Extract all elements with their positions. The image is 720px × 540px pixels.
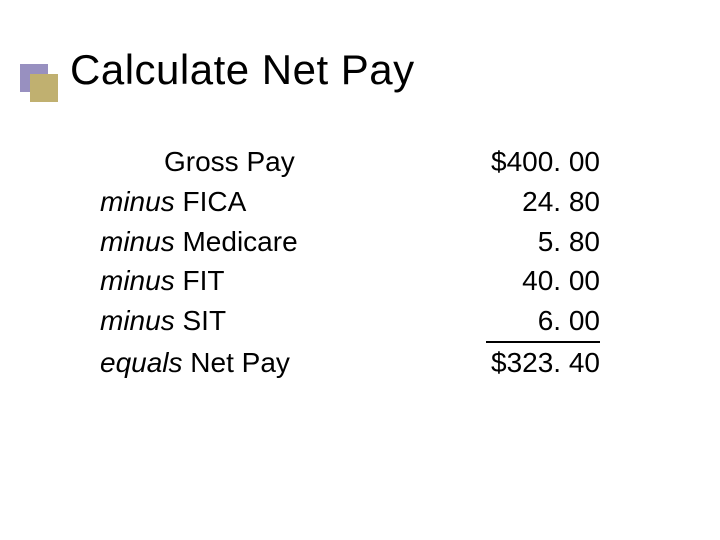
slide-title: Calculate Net Pay: [70, 46, 415, 94]
row-net-pay: equals Net Pay $323. 40: [100, 343, 600, 383]
label-fit: minus FIT: [100, 261, 224, 301]
value-gross-pay: $400. 00: [450, 142, 600, 182]
row-medicare: minus Medicare 5. 80: [100, 222, 600, 262]
row-gross-pay: Gross Pay $400. 00: [100, 142, 600, 182]
row-sit: minus SIT 6. 00: [100, 301, 600, 343]
row-fica: minus FICA 24. 80: [100, 182, 600, 222]
value-fica: 24. 80: [450, 182, 600, 222]
value-fit: 40. 00: [450, 261, 600, 301]
value-net-pay: $323. 40: [450, 343, 600, 383]
value-medicare: 5. 80: [450, 222, 600, 262]
calculation-table: Gross Pay $400. 00 minus FICA 24. 80 min…: [100, 142, 600, 383]
label-sit: minus SIT: [100, 301, 226, 341]
row-fit: minus FIT 40. 00: [100, 261, 600, 301]
slide: { "title": "Calculate Net Pay", "colors"…: [0, 0, 720, 540]
value-sit: 6. 00: [450, 301, 600, 343]
label-fica: minus FICA: [100, 182, 246, 222]
label-gross-pay: Gross Pay: [100, 142, 295, 182]
label-medicare: minus Medicare: [100, 222, 298, 262]
title-bullet-front: [30, 74, 58, 102]
label-net-pay: equals Net Pay: [100, 343, 290, 383]
